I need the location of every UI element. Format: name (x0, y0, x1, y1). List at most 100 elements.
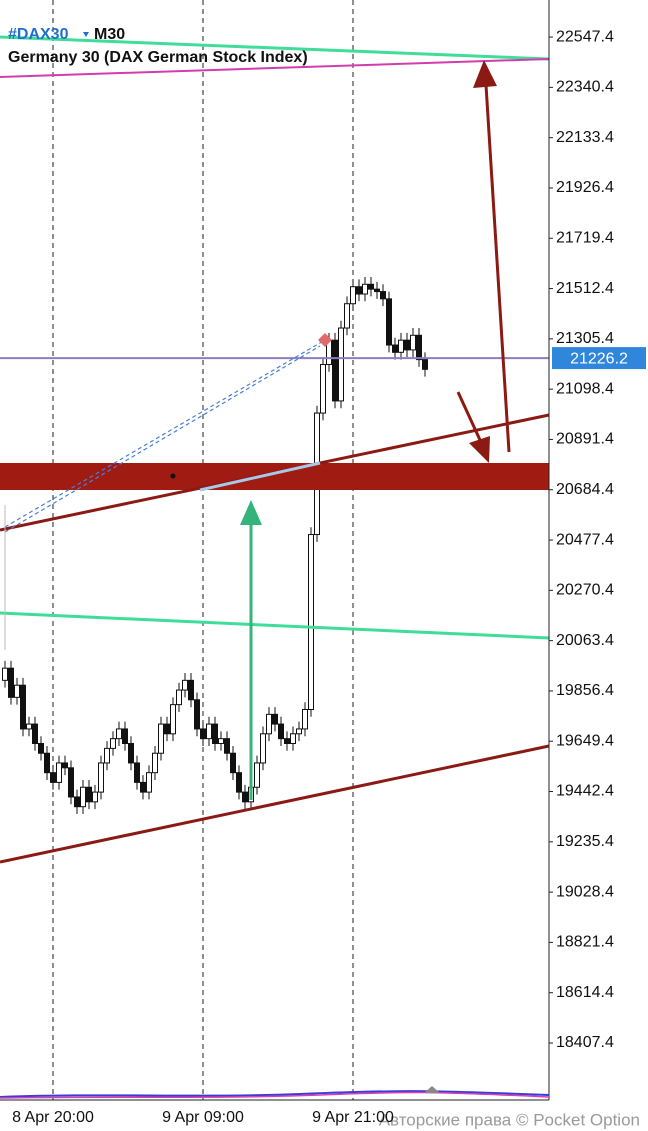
candle-body (266, 713, 272, 735)
candle-body (188, 679, 194, 701)
candle-body (152, 752, 158, 774)
y-tick-label: 18821.4 (556, 934, 614, 951)
indicator-line (0, 1091, 550, 1099)
y-tick-label: 19856.4 (556, 682, 614, 699)
candle-body (44, 752, 50, 774)
arrow-head (473, 60, 497, 88)
symbol: #DAX30 (8, 26, 69, 43)
candle-body (20, 684, 26, 730)
candle-body (398, 339, 404, 353)
candle-body (164, 723, 170, 735)
zone (0, 463, 549, 490)
candle-body (362, 283, 368, 295)
trend-line (0, 58, 550, 78)
plot (0, 0, 553, 1100)
price-label: 21226.2 (570, 350, 628, 367)
candle-body (278, 723, 284, 740)
candle-body (260, 733, 266, 764)
candle-body (146, 772, 152, 793)
candle-body (200, 728, 206, 740)
indicator-line (0, 1090, 550, 1098)
y-tick-label: 21098.4 (556, 380, 614, 397)
candle-body (26, 723, 32, 730)
candle-body (158, 723, 164, 754)
dashed-line (4, 339, 326, 528)
marker (318, 333, 332, 347)
candle-body (110, 738, 116, 749)
marker (424, 1086, 440, 1093)
arrow-head (469, 436, 490, 463)
dashed-line (4, 345, 321, 533)
candle-body (416, 334, 422, 361)
y-tick-label: 22547.4 (556, 28, 614, 45)
y-tick-label: 21305.4 (556, 330, 614, 347)
candle-body (338, 327, 344, 402)
candle-body (254, 762, 260, 788)
candle-body (368, 283, 374, 290)
trend-line (199, 461, 321, 492)
candle-body (32, 723, 38, 745)
candle-body (302, 708, 308, 730)
candle-body (272, 713, 278, 725)
dropdown-icon (83, 32, 89, 37)
candle-body (74, 796, 80, 808)
candle-body (128, 743, 134, 764)
candle-body (356, 286, 362, 295)
candle-body (134, 762, 140, 783)
x-tick-label: 8 Apr 20:00 (12, 1109, 94, 1126)
candle-body (236, 772, 242, 793)
candle-body (62, 762, 68, 769)
y-tick-label: 19649.4 (556, 732, 614, 749)
x-tick-label: 9 Apr 09:00 (162, 1109, 244, 1126)
candle-body (194, 699, 200, 730)
chart-title: Germany 30 (DAX German Stock Index) (8, 49, 308, 66)
candle-body (212, 723, 218, 745)
y-tick-label: 19235.4 (556, 833, 614, 850)
y-tick-label: 19442.4 (556, 783, 614, 800)
trend-line (0, 611, 550, 640)
y-tick-label: 21512.4 (556, 280, 614, 297)
candle-body (392, 344, 398, 353)
price-label-box (552, 347, 646, 370)
watermark: Авторские права © Pocket Option (379, 1110, 640, 1129)
candle-body (386, 298, 392, 346)
candle-body (332, 339, 338, 402)
arrow (484, 84, 511, 453)
candle-body (122, 728, 128, 745)
candle-body (116, 728, 122, 740)
drawings (0, 35, 550, 864)
candle-body (350, 286, 356, 305)
candle-body (80, 786, 86, 808)
candle-body (182, 679, 188, 691)
candle-body (68, 767, 74, 798)
candle-body (98, 762, 104, 793)
candle-body (50, 772, 56, 783)
candle-body (290, 733, 296, 745)
y-tick-label: 21719.4 (556, 229, 614, 246)
candle-body (206, 723, 212, 740)
candle-body (8, 667, 14, 698)
y-tick-label: 18407.4 (556, 1034, 614, 1051)
candle-body (86, 786, 92, 803)
candle-body (380, 291, 386, 300)
y-tick-label: 20477.4 (556, 531, 614, 548)
candle-body (14, 684, 20, 698)
y-tick-label: 20891.4 (556, 431, 614, 448)
candle-body (242, 791, 248, 803)
y-tick-label: 22133.4 (556, 129, 614, 146)
candle-body (284, 738, 290, 745)
candle-body (344, 303, 350, 329)
timeframe: M30 (94, 26, 125, 43)
candle-body (230, 752, 236, 774)
candle-body (2, 667, 8, 681)
candle-body (404, 339, 410, 351)
candle-body (320, 363, 326, 414)
y-tick-label: 19028.4 (556, 883, 614, 900)
candle-body (92, 791, 98, 803)
indicator-strip (0, 1086, 550, 1099)
candle-body (374, 288, 380, 293)
y-tick-label: 21926.4 (556, 179, 614, 196)
y-tick-label: 20270.4 (556, 582, 614, 599)
